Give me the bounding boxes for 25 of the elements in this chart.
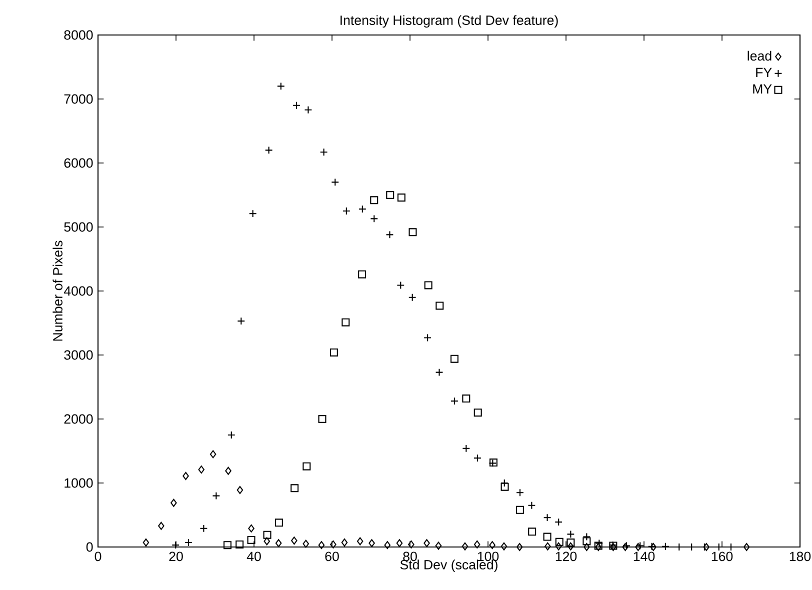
x-axis-title: Std Dev (scaled) (400, 560, 498, 572)
legend-label: FY (756, 68, 772, 78)
y-tick-label: 7000 (64, 94, 93, 104)
y-axis-title: Number of Pixels (52, 240, 62, 341)
y-tick-label: 8000 (64, 30, 93, 40)
legend-label: MY (753, 84, 772, 94)
y-tick-label: 4000 (64, 286, 93, 296)
y-tick-label: 2000 (64, 414, 93, 424)
y-tick-label: 3000 (64, 350, 93, 360)
y-tick-label: 0 (86, 542, 93, 552)
x-tick-label: 20 (169, 552, 183, 562)
x-tick-label: 160 (712, 552, 733, 562)
chart-title: Intensity Histogram (Std Dev feature) (340, 15, 558, 28)
x-tick-label: 180 (790, 552, 811, 562)
legend-label: lead (748, 50, 772, 61)
x-tick-label: 40 (246, 552, 261, 562)
x-tick-label: 80 (403, 552, 417, 562)
x-tick-label: 100 (478, 552, 499, 562)
y-tick-label: 1000 (64, 478, 93, 488)
x-tick-label: 0 (94, 552, 102, 562)
x-tick-label: 60 (325, 552, 339, 562)
y-tick-label: 5000 (64, 222, 93, 232)
x-tick-label: 140 (634, 552, 655, 562)
y-tick-label: 6000 (64, 158, 93, 168)
x-tick-label: 120 (556, 552, 577, 562)
